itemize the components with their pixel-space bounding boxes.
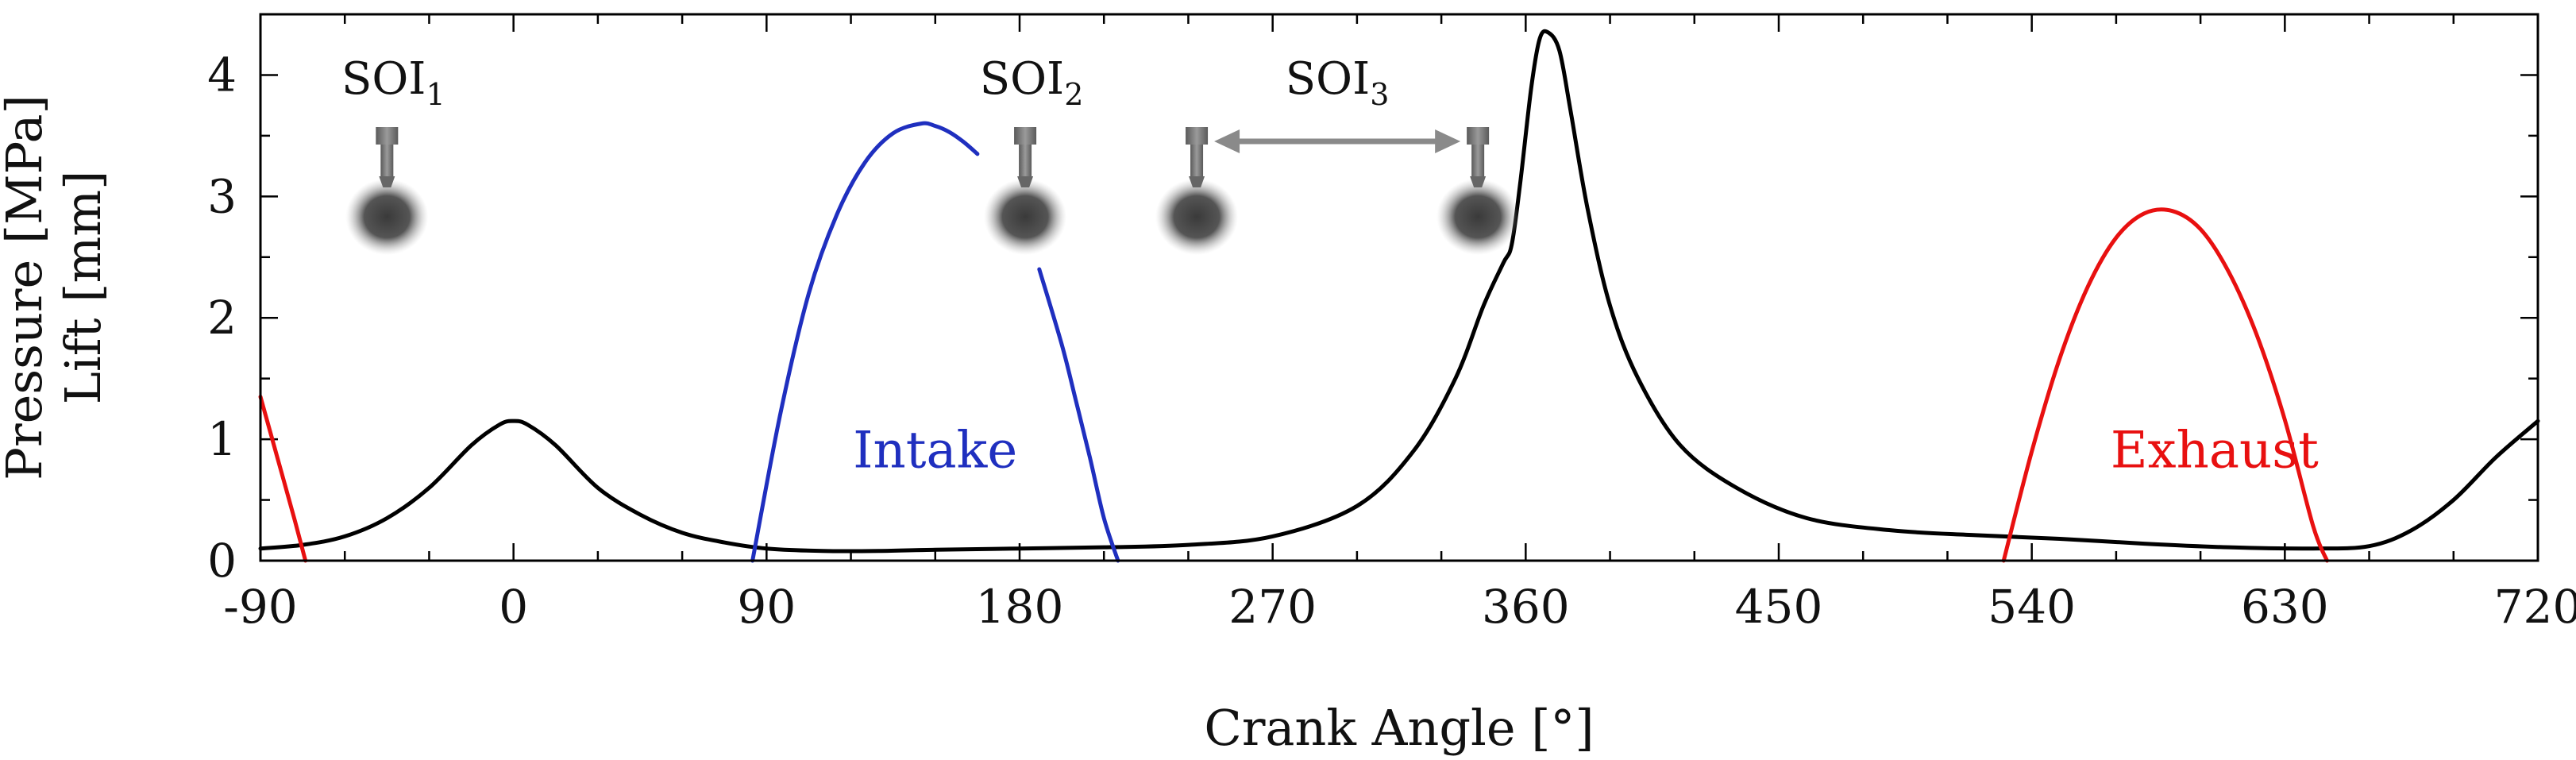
soi-subscript: 3 [1370,77,1389,112]
nozzle-stem [1019,145,1032,178]
nozzle-tip [1470,176,1487,187]
nozzle-stem [1471,145,1485,178]
nozzle-body [1186,127,1209,145]
nozzle-stem [1190,145,1204,178]
exhaust-annotation: Exhaust [2111,421,2319,480]
plot-series [258,29,2540,563]
spray-plume [984,179,1067,255]
spray-plume [1436,179,1520,255]
soi-subscript: 2 [1064,77,1083,112]
y-tick-label: 3 [207,169,237,223]
exhaust-curve [2001,207,2329,563]
y-axis-title-pressure: Pressure [MPa] [0,95,53,480]
nozzle-body [1014,127,1037,145]
x-tick-label: 270 [1228,580,1317,634]
injector-icon [1436,127,1520,255]
intake-curve [1037,267,1120,563]
nozzle-tip [1017,176,1034,187]
nozzle-tip [1189,176,1205,187]
soi-label: SOI1 [341,53,445,112]
nozzle-body [376,127,399,145]
soi-label: SOI2 [980,53,1084,112]
intake-annotation: Intake [853,421,1017,480]
intake-curve [750,121,980,563]
x-tick-label: 720 [2494,580,2576,634]
nozzle-tip [379,176,395,187]
x-axis-title: Crank Angle [°] [1204,699,1594,757]
y-tick-label: 0 [207,534,237,588]
pressure-curve [258,29,2540,554]
spray-plume [1155,179,1239,255]
exhaust-curve [258,395,308,563]
x-tick-label: 630 [2241,580,2329,634]
soi-subscript: 1 [426,77,445,112]
injector-icon [984,127,1067,255]
plot-frame [259,13,2539,562]
soi3-interval-arrow [1214,129,1461,153]
injection-markers: SOI1 SOI2 SOI3 [341,53,1520,255]
x-tick-label: 540 [1988,580,2076,634]
arrow-head-left [1214,129,1240,153]
spray-plume [345,179,429,255]
x-tick-label: 90 [737,580,796,634]
y-tick-label: 4 [207,48,237,102]
y-tick-label: 2 [207,291,237,345]
injector-icon [1155,127,1239,255]
x-tick-label: 360 [1482,580,1570,634]
y-axis-title-lift: Lift [mm] [54,171,112,405]
x-tick-label: 180 [976,580,1064,634]
arrow-head-right [1435,129,1461,153]
soi-label: SOI3 [1286,53,1390,112]
nozzle-body [1467,127,1490,145]
x-axis: -90 0 90 180 270 360 450 540 630 720 [223,14,2576,634]
injector-icon [345,127,429,255]
y-tick-label: 1 [207,412,237,466]
x-tick-label: 0 [499,580,528,634]
nozzle-stem [380,145,394,178]
x-tick-label: 450 [1735,580,1823,634]
x-tick-label: -90 [223,580,297,634]
